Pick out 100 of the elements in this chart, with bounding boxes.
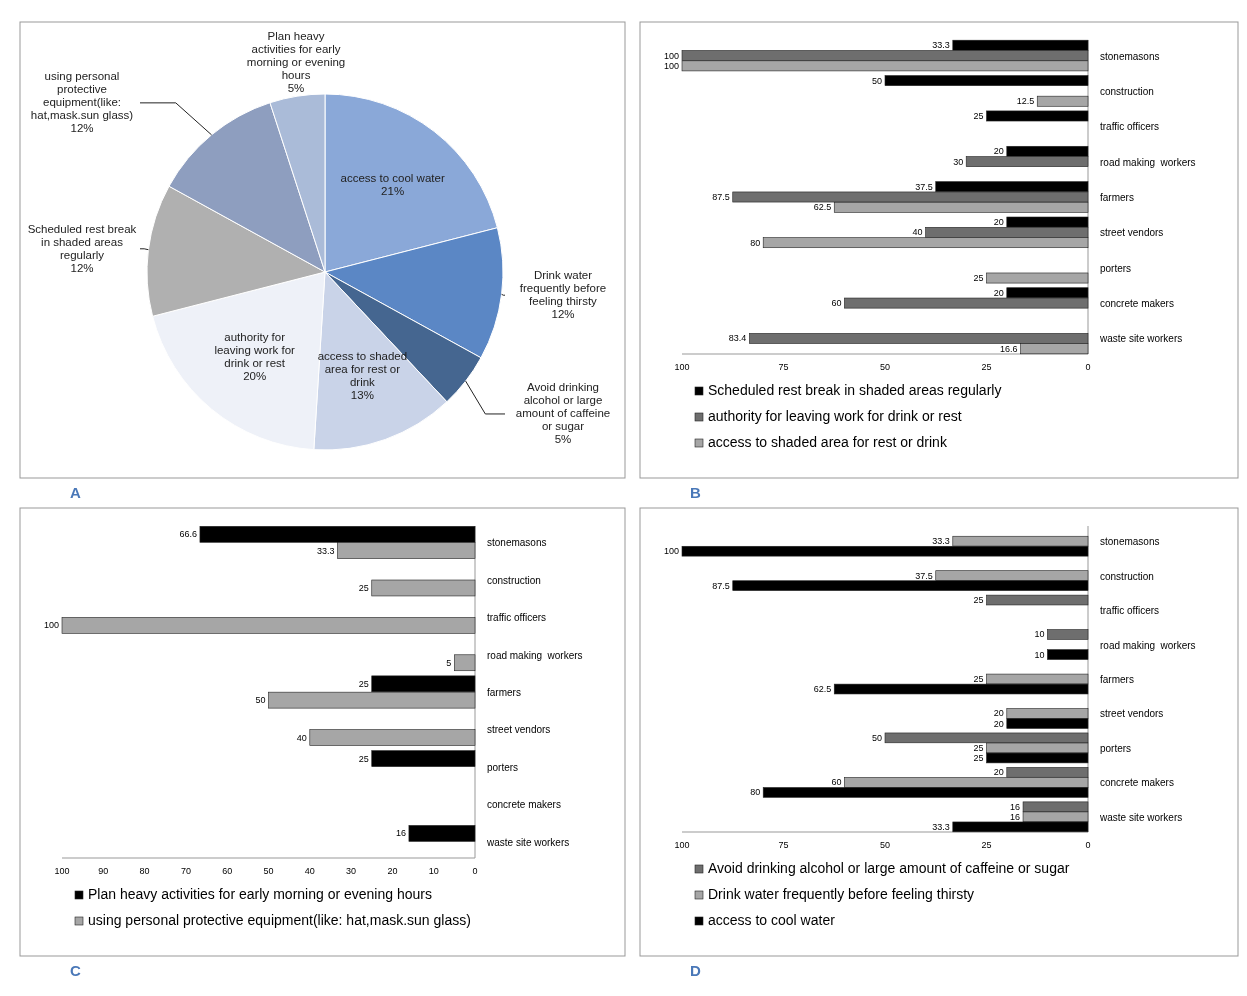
- data-label: 20: [993, 767, 1004, 778]
- x-tick-label: 100: [674, 362, 690, 372]
- bar: [986, 110, 1089, 122]
- y-tick-label: stonemasons: [1100, 536, 1160, 548]
- data-label: 13%: [350, 388, 374, 401]
- slice-label: Drink water frequently before feeling thirsty: [519, 269, 607, 308]
- bar: [1047, 629, 1089, 640]
- data-label: 25: [973, 273, 984, 284]
- x-tick-label: 75: [778, 840, 789, 850]
- data-label: 87.5: [712, 192, 730, 202]
- data-label: 25: [973, 110, 984, 121]
- data-label: 40: [912, 227, 923, 238]
- data-label: 16: [395, 828, 406, 839]
- data-label: 21%: [381, 184, 405, 197]
- data-label: 16: [1010, 801, 1021, 812]
- data-label: 30: [953, 156, 964, 167]
- legend-label: Scheduled rest break in shaded areas regularly: [708, 382, 1002, 398]
- x-tick-label: 50: [879, 362, 891, 372]
- y-tick-label: porters: [1100, 262, 1132, 274]
- x-tick-label: 60: [222, 866, 233, 876]
- y-tick-label: construction: [1100, 85, 1154, 97]
- y-tick-label: traffic officers: [1100, 605, 1160, 617]
- bar: [309, 729, 476, 746]
- data-label: 12.5: [1016, 96, 1035, 107]
- y-tick-label: construction: [487, 574, 541, 586]
- data-label: 20: [993, 217, 1004, 228]
- bar: [986, 272, 1089, 284]
- data-label: 25: [973, 595, 984, 606]
- data-label: 25: [973, 752, 984, 763]
- data-label: 80: [750, 237, 761, 248]
- data-label: 20%: [243, 370, 267, 383]
- y-tick-label: construction: [1100, 570, 1154, 582]
- legend-label: access to shaded area for rest or drink: [708, 434, 948, 450]
- slice-label: Avoid drinking alcohol or large amount of caffeine or sugar: [515, 381, 611, 433]
- x-tick-label: 40: [304, 866, 315, 876]
- x-tick-label: 90: [98, 866, 109, 876]
- data-label: 20: [993, 708, 1004, 719]
- x-tick-label: 100: [674, 840, 690, 850]
- bar: [454, 654, 476, 672]
- data-label: 100: [43, 620, 59, 631]
- bar: [371, 579, 476, 597]
- data-label: 33.3: [932, 821, 950, 832]
- data-label: 5: [446, 657, 452, 668]
- y-tick-label: concrete makers: [1100, 298, 1174, 310]
- y-tick-label: waste site workers: [486, 836, 570, 848]
- bar: [371, 750, 476, 767]
- data-label: 5%: [554, 433, 572, 446]
- y-tick-label: road making workers: [487, 649, 583, 661]
- data-label: 10: [1034, 649, 1045, 660]
- data-label: 25: [358, 582, 369, 593]
- data-label: 10: [1034, 629, 1045, 640]
- bar: [408, 825, 476, 842]
- y-tick-label: street vendors: [1100, 708, 1164, 720]
- y-tick-label: road making workers: [1100, 639, 1196, 651]
- x-tick-label: 0: [472, 866, 478, 876]
- data-label: 20: [993, 718, 1004, 729]
- bar: [1047, 649, 1089, 660]
- x-tick-label: 50: [879, 840, 891, 850]
- x-tick-label: 70: [180, 866, 191, 876]
- bar: [986, 594, 1089, 606]
- data-label: 5%: [287, 82, 305, 95]
- slice-label: using personal protective equipment(like: hat,mask.sun glass): [30, 70, 134, 122]
- legend-label: authority for leaving work for drink or rest: [708, 408, 962, 424]
- y-tick-label: road making workers: [1100, 156, 1196, 168]
- data-label: 50: [871, 75, 882, 86]
- x-tick-label: 20: [387, 866, 398, 876]
- data-label: 37.5: [915, 181, 933, 192]
- data-label: 62.5: [813, 202, 832, 213]
- data-label: 33.3: [932, 536, 950, 547]
- data-label: 25: [358, 753, 369, 764]
- data-label: 50: [255, 695, 266, 706]
- y-tick-label: porters: [1100, 742, 1132, 754]
- x-tick-label: 0: [1085, 840, 1091, 850]
- y-tick-label: stonemasons: [487, 537, 547, 549]
- x-tick-label: 80: [139, 866, 150, 876]
- data-label: 16: [1010, 811, 1021, 822]
- x-tick-label: 10: [428, 866, 439, 876]
- data-label: 83.4: [728, 333, 747, 344]
- bar: [1036, 95, 1089, 107]
- y-tick-label: concrete makers: [487, 799, 561, 811]
- legend-label: Drink water frequently before feeling thirsty: [708, 886, 975, 902]
- x-tick-label: 75: [778, 362, 789, 372]
- data-label: 33.3: [932, 40, 950, 51]
- data-label: 16.6: [1000, 343, 1018, 354]
- data-label: 25: [973, 674, 984, 684]
- data-label: 25: [358, 678, 369, 689]
- y-tick-label: porters: [487, 761, 519, 773]
- data-label: 60: [831, 298, 842, 309]
- text: B: [690, 484, 701, 501]
- bar: [884, 75, 1089, 86]
- data-label: 100: [663, 50, 679, 61]
- y-tick-label: farmers: [487, 687, 521, 698]
- slice-label: access to cool water: [340, 171, 445, 184]
- data-label: 60: [831, 777, 842, 788]
- y-tick-label: street vendors: [487, 724, 551, 736]
- y-tick-label: farmers: [1100, 674, 1134, 685]
- data-label: 80: [750, 787, 761, 798]
- legend-label: Plan heavy activities for early morning or evening hours: [88, 886, 432, 902]
- data-label: 25: [973, 742, 984, 753]
- x-tick-label: 0: [1085, 362, 1091, 372]
